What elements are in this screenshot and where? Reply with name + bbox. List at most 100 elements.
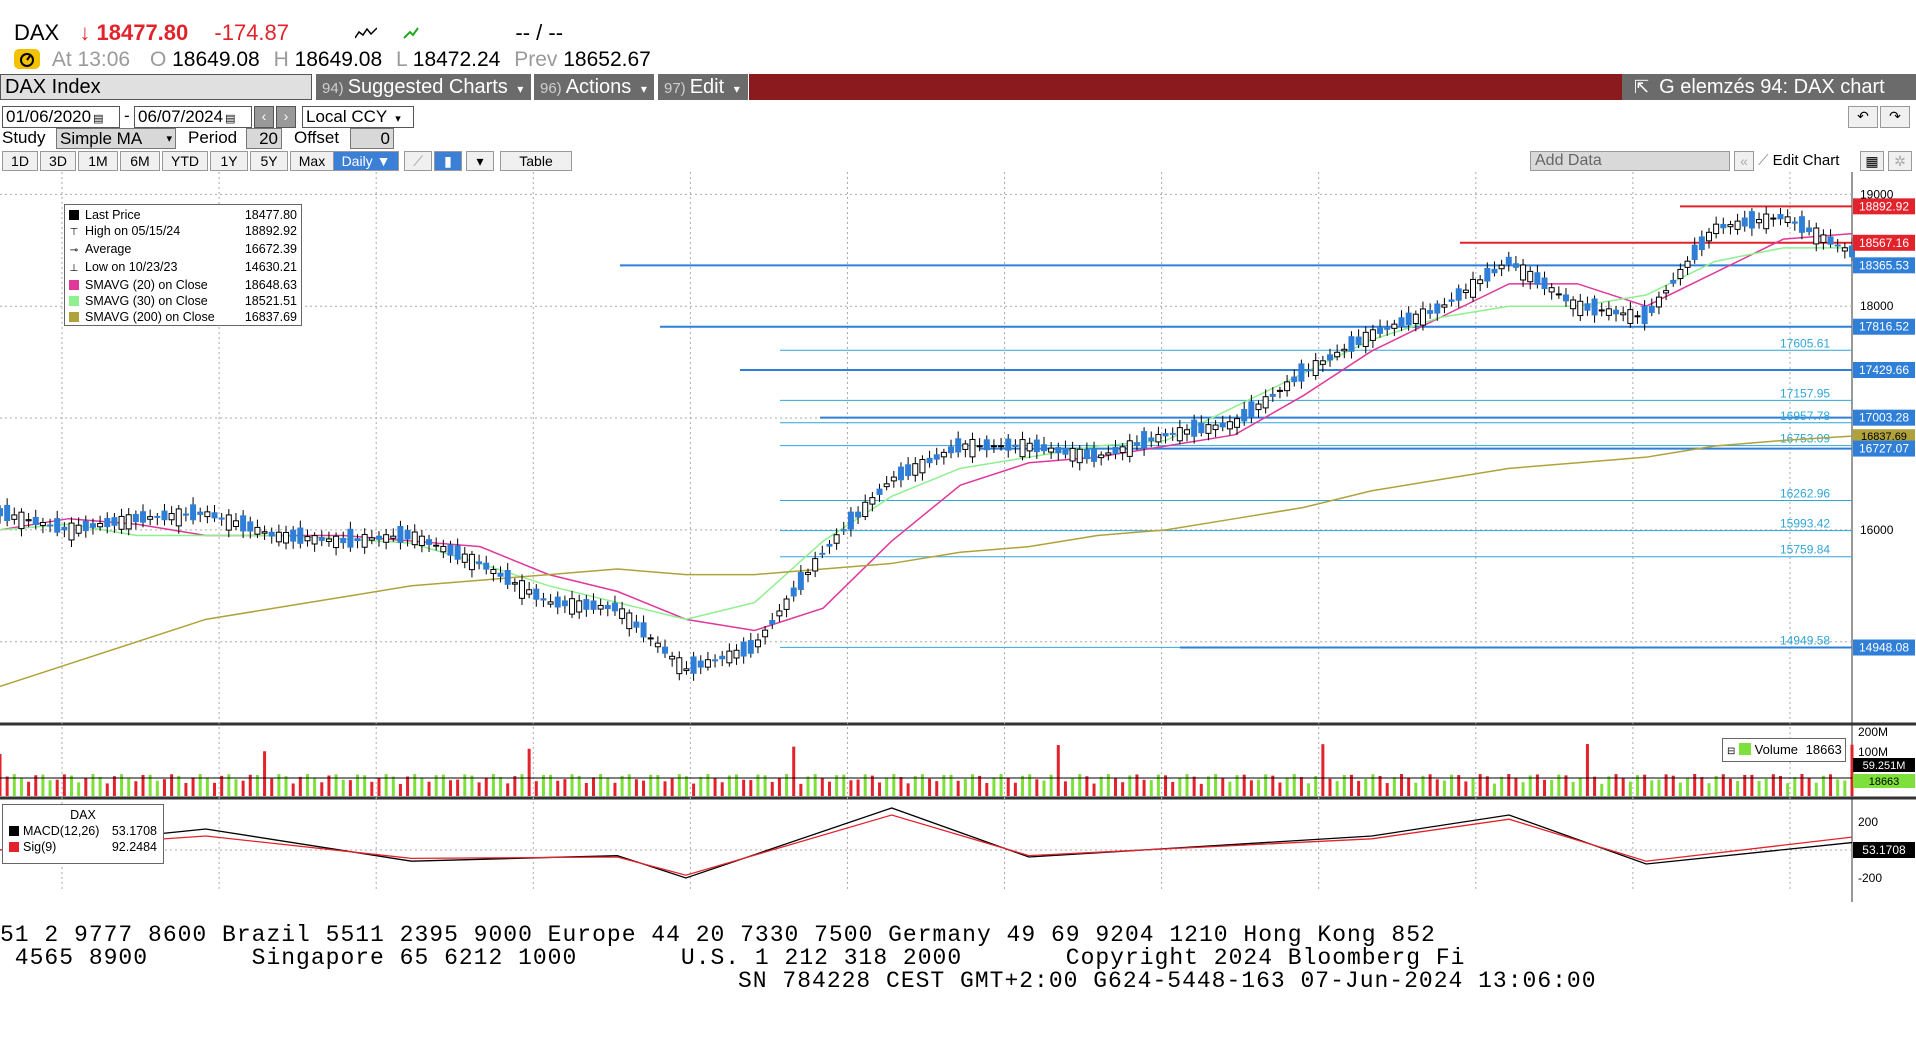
volume-bar <box>384 774 388 796</box>
volume-bar <box>191 777 195 796</box>
volume-bar <box>1528 775 1532 796</box>
candle-body <box>540 598 547 601</box>
volume-bar <box>162 779 166 796</box>
study-select[interactable]: Simple MA ▾ <box>56 128 176 149</box>
redo-button[interactable]: ↷ <box>1880 106 1910 128</box>
calendar-icon[interactable]: ▤ <box>225 113 236 125</box>
macd-legend-title: DAX <box>70 808 96 822</box>
quote-header: DAX ↓ 18477.80 -174.87 -- / -- <box>14 20 563 46</box>
volume-bar <box>1056 745 1060 796</box>
legend-label: SMAVG (200) on Close <box>85 310 215 324</box>
candle-body <box>1226 421 1233 430</box>
candle-body <box>1498 264 1505 270</box>
candle-body <box>190 504 197 521</box>
actions-menu[interactable]: 96) Actions ▾ <box>534 74 654 100</box>
volume-bar <box>970 774 974 796</box>
chart-type-dropdown[interactable]: ▾ <box>466 151 494 171</box>
volume-bar <box>1285 777 1289 796</box>
volume-bar <box>1249 780 1253 796</box>
volume-bar <box>248 774 252 796</box>
range-button-max[interactable]: Max <box>290 151 334 171</box>
volume-bar <box>1085 776 1089 796</box>
candle-body <box>1183 429 1190 435</box>
edit-menu[interactable]: 97) Edit ▾ <box>658 74 748 100</box>
scroll-left-button[interactable]: ‹ <box>254 106 274 128</box>
volume-bar <box>1778 775 1782 796</box>
security-field[interactable]: DAX Index <box>0 74 312 100</box>
candle-body <box>1083 449 1090 460</box>
candle-body <box>1155 434 1162 443</box>
candle-body <box>1112 446 1119 455</box>
range-button-3d[interactable]: 3D <box>40 151 76 171</box>
line-chart-icon[interactable]: ⟋ <box>404 151 432 171</box>
volume-bar <box>527 748 531 796</box>
range-button-6m[interactable]: 6M <box>120 151 160 171</box>
volume-bar <box>298 776 302 796</box>
period-field[interactable]: 20 <box>246 128 282 149</box>
end-date-field[interactable]: 06/07/2024 ▤ <box>134 106 252 128</box>
frequency-select[interactable]: Daily ▼ <box>333 151 399 171</box>
calendar-icon[interactable]: ▤ <box>93 113 104 125</box>
volume-bar <box>670 778 674 796</box>
macd-tag <box>1853 842 1915 858</box>
study-value: Simple MA <box>60 129 143 148</box>
volume-swatch <box>1739 743 1752 755</box>
range-button-1y[interactable]: 1Y <box>210 151 248 171</box>
edit-chart-button[interactable]: ⟋ Edit Chart <box>1758 151 1856 171</box>
volume-bar <box>491 774 495 796</box>
candle-body <box>990 445 997 448</box>
scroll-right-button[interactable]: › <box>276 106 296 128</box>
range-button-5y[interactable]: 5Y <box>250 151 288 171</box>
candle-body <box>111 517 118 526</box>
offset-field[interactable]: 0 <box>350 128 394 149</box>
volume-bar <box>792 746 796 796</box>
chart-settings-icon[interactable]: ▦ <box>1860 151 1884 171</box>
candle-body <box>368 537 375 541</box>
candle-body <box>290 529 297 542</box>
volume-bar <box>777 778 781 796</box>
gear-icon[interactable]: ✲ <box>1888 151 1912 171</box>
candle-body <box>1527 270 1534 283</box>
export-icon[interactable]: ⇱ <box>1634 77 1650 97</box>
candle-body <box>461 553 468 563</box>
add-data-field[interactable]: Add Data <box>1530 151 1730 171</box>
candle-body <box>204 511 211 518</box>
candle-chart-icon[interactable]: ▮ <box>434 151 462 171</box>
volume-bar <box>305 774 309 796</box>
volume-bar <box>1585 744 1589 796</box>
range-button-ytd[interactable]: YTD <box>162 151 208 171</box>
range-button-1d[interactable]: 1D <box>2 151 38 171</box>
volume-bar <box>541 774 545 796</box>
price-legend: Last Price 18477.80 ⊤ High on 05/15/24 18892… <box>64 204 302 326</box>
candle-body <box>497 572 504 577</box>
suggested-charts-menu[interactable]: 94) Suggested Charts ▾ <box>316 74 531 100</box>
level-tag <box>1853 361 1915 378</box>
candle-body <box>1841 247 1848 252</box>
fib-label: 17605.61 <box>1780 336 1830 350</box>
start-date-field[interactable]: 01/06/2020 ▤ <box>2 106 120 128</box>
candle-body <box>504 569 511 585</box>
legend-collapse-icon[interactable]: ⊟ <box>1727 746 1736 757</box>
range-button-1m[interactable]: 1M <box>78 151 118 171</box>
legend-swatch <box>69 210 79 220</box>
open-value: 18649.08 <box>172 48 260 71</box>
candle-body <box>1412 313 1419 324</box>
volume-bar <box>949 774 953 796</box>
table-button[interactable]: Table <box>500 151 572 171</box>
volume-bar <box>484 777 488 796</box>
volume-axis-label: 100M <box>1858 745 1888 759</box>
volume-bar <box>992 777 996 796</box>
volume-legend-label: Volume <box>1754 742 1799 757</box>
volume-bar <box>1464 781 1468 796</box>
legend-label: SMAVG (30) on Close <box>85 294 208 308</box>
volume-bar <box>177 775 181 796</box>
price-chart[interactable]: 17605.6117157.9516957.7816753.0916262.96… <box>0 172 1916 904</box>
currency-select[interactable]: Local CCY ▾ <box>302 106 414 128</box>
candle-body <box>1562 294 1569 302</box>
undo-button[interactable]: ↶ <box>1848 106 1878 128</box>
caret-down-icon: ▾ <box>166 133 172 145</box>
candle-body <box>254 526 261 535</box>
collapse-icon[interactable]: « <box>1734 151 1754 171</box>
candle-body <box>283 531 290 544</box>
fib-label: 16262.96 <box>1780 486 1830 500</box>
